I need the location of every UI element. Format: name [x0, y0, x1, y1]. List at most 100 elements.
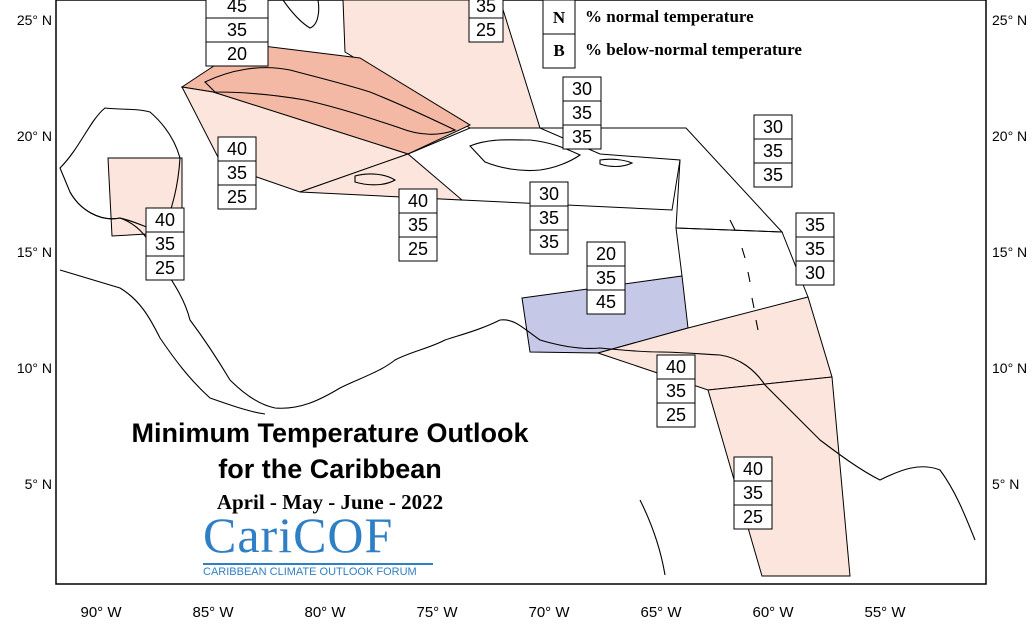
prob-cell-hispaniola-2 [529, 229, 569, 255]
prob-box-hispaniola: 30 35 35 [529, 181, 569, 255]
prob-box-belize: 40 35 25 [145, 207, 185, 281]
prob-value-leeward-islands-2: 30 [805, 263, 825, 283]
latitude-labels-left: 25° N 20° N 15° N 10° N 5° N [17, 12, 52, 492]
forecast-zones [107, 0, 851, 577]
title-period: April - May - June - 2022 [216, 490, 444, 514]
prob-box-abc-islands: 20 35 45 [586, 241, 626, 315]
legend-b-key: B [553, 41, 564, 60]
prob-value-abc-islands-2: 45 [596, 292, 616, 312]
legend-b-box [542, 33, 576, 69]
prob-cell-guianas-2 [733, 504, 773, 530]
prob-value-northeast-caribbean-2: 35 [763, 165, 783, 185]
prob-value-trinidad-1: 35 [666, 381, 686, 401]
prob-box-bahamas-west: 45 35 20 [205, 0, 269, 67]
prob-cell-trinidad-0 [656, 354, 696, 380]
prob-cell-turks-caicos-1 [562, 100, 602, 126]
prob-cell-jamaica-1 [398, 212, 438, 238]
prob-cell-leeward-islands-0 [795, 212, 835, 238]
prob-cell-northeast-caribbean-2 [753, 162, 793, 188]
prob-value-hispaniola-1: 35 [539, 208, 559, 228]
prob-cell-northeast-caribbean-1 [753, 138, 793, 164]
lon-label-65: 65° W [640, 604, 682, 621]
lon-label-80: 80° W [304, 604, 346, 621]
prob-value-cayman-jamaica-west-2: 25 [227, 187, 247, 207]
prob-value-guianas-2: 25 [743, 507, 763, 527]
prob-value-hispaniola-0: 30 [539, 184, 559, 204]
prob-cell-jamaica-2 [398, 236, 438, 262]
prob-cell-belize-1 [145, 231, 185, 257]
prob-box-leeward-islands: 35 35 30 [795, 212, 835, 286]
coastline-lesser-antilles [729, 219, 759, 331]
prob-value-turks-caicos-2: 35 [572, 127, 592, 147]
prob-value-jamaica-1: 35 [408, 215, 428, 235]
prob-value-jamaica-2: 25 [408, 239, 428, 259]
prob-value-jamaica-0: 40 [408, 191, 428, 211]
prob-cell-turks-caicos-2 [562, 124, 602, 150]
prob-value-trinidad-0: 40 [666, 357, 686, 377]
prob-value-turks-caicos-0: 30 [572, 79, 592, 99]
prob-box-bahamas-west-a: 45 [227, 0, 247, 16]
prob-cell-cayman-jamaica-west-2 [217, 184, 257, 210]
prob-box-bahamas-west-n: 35 [227, 20, 247, 40]
prob-box-bahamas-east-n: 35 [476, 0, 496, 16]
lat-label-right-10: 10° N [992, 360, 1027, 376]
prob-value-cayman-jamaica-west-1: 35 [227, 163, 247, 183]
prob-value-abc-islands-0: 20 [596, 244, 616, 264]
caricof-logo: CariCOF [203, 507, 394, 563]
coastline-florida [282, 0, 320, 29]
lat-label-right-20: 20° N [992, 128, 1027, 144]
legend: N % normal temperature B % below-normal … [542, 0, 802, 69]
prob-box-bahamas-east: 35 25 [468, 0, 504, 43]
prob-box-jamaica: 40 35 25 [398, 188, 438, 262]
prob-cell-leeward-islands-2 [795, 260, 835, 286]
prob-cell-jamaica-0 [398, 188, 438, 214]
prob-cell-belize-0 [145, 207, 185, 233]
prob-cell-trinidad-1 [656, 378, 696, 404]
lon-label-60: 60° W [752, 604, 794, 621]
prob-cell-abc-islands-2 [586, 289, 626, 315]
zone-boundary-hispaniola [407, 127, 681, 211]
prob-box-guianas: 40 35 25 [733, 456, 773, 530]
prob-value-turks-caicos-1: 35 [572, 103, 592, 123]
lat-label-left-10: 10° N [17, 360, 52, 376]
prob-box-turks-caicos: 30 35 35 [562, 76, 602, 150]
lon-label-85: 85° W [192, 604, 234, 621]
lat-label-left-15: 15° N [17, 244, 52, 260]
prob-value-belize-1: 35 [155, 234, 175, 254]
lon-label-55: 55° W [864, 604, 906, 621]
lat-label-right-15: 15° N [992, 244, 1027, 260]
coastline-central-america-pacific [59, 269, 266, 415]
lat-label-left-20: 20° N [17, 128, 52, 144]
latitude-labels-right: 25° N 20° N 15° N 10° N 5° N [992, 12, 1027, 492]
lon-label-70: 70° W [528, 604, 570, 621]
title-line2: for the Caribbean [218, 454, 442, 484]
coastline-cuba [204, 67, 457, 135]
zone-boundary-east [675, 159, 683, 277]
legend-n-box [542, 0, 576, 35]
coastline-south-america [499, 319, 976, 541]
lat-label-left-25: 25° N [17, 12, 52, 28]
prob-value-leeward-islands-1: 35 [805, 239, 825, 259]
coastline-hispaniola [469, 139, 582, 172]
prob-value-belize-2: 25 [155, 258, 175, 278]
prob-value-trinidad-2: 25 [666, 405, 686, 425]
prob-box-northeast-caribbean: 30 35 35 [753, 114, 793, 188]
prob-cell-trinidad-2 [656, 402, 696, 428]
prob-box-trinidad: 40 35 25 [656, 354, 696, 428]
prob-cell-guianas-1 [733, 480, 773, 506]
prob-value-northeast-caribbean-0: 30 [763, 117, 783, 137]
coastlines [59, 0, 976, 576]
legend-n-text: % normal temperature [585, 7, 754, 26]
title-line1: Minimum Temperature Outlook [131, 418, 529, 448]
prob-cell-belize-2 [145, 255, 185, 281]
coastline-central-america [69, 191, 501, 409]
coastline-puerto-rico [599, 158, 634, 168]
prob-box-bahamas-east-b: 25 [476, 20, 496, 40]
prob-box-cayman-jamaica-west: 40 35 25 [217, 136, 257, 210]
probability-boxes: 45 35 20 35 25 [205, 0, 504, 67]
longitude-labels: 90° W 85° W 80° W 75° W 70° W 65° W 60° … [80, 604, 906, 621]
prob-cell-abc-islands-0 [586, 241, 626, 267]
prob-value-cayman-jamaica-west-0: 40 [227, 139, 247, 159]
